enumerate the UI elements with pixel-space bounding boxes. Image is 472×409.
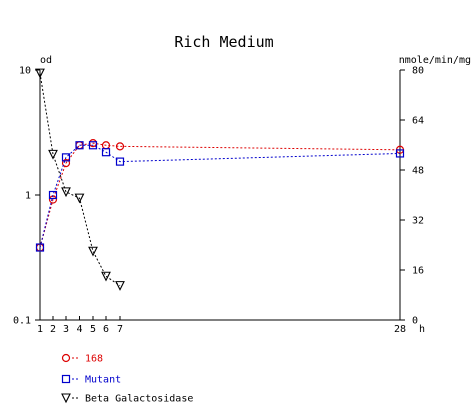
x-tick-label: 1 bbox=[37, 324, 43, 335]
data-point bbox=[61, 153, 71, 162]
series-line-2 bbox=[39, 73, 121, 287]
right-tick-label: 48 bbox=[412, 166, 424, 177]
data-point bbox=[48, 149, 58, 160]
data-point bbox=[61, 187, 71, 198]
series-line-1 bbox=[39, 144, 401, 248]
data-point bbox=[35, 68, 45, 79]
data-point bbox=[395, 149, 405, 158]
right-axis-label: nmole/min/mg bbox=[399, 55, 471, 66]
data-point bbox=[75, 141, 84, 150]
x-tick-label: 3 bbox=[63, 324, 69, 335]
x-tick-label: 4 bbox=[76, 324, 82, 335]
data-point bbox=[88, 246, 98, 257]
data-point bbox=[88, 141, 98, 150]
legend-marker bbox=[61, 374, 71, 384]
legend-marker bbox=[61, 353, 71, 363]
left-tick-label: 0.1 bbox=[13, 316, 31, 327]
right-tick-label: 64 bbox=[412, 116, 424, 127]
right-tick-label: 32 bbox=[412, 216, 424, 227]
left-tick-label: 1 bbox=[25, 191, 31, 202]
legend-label: Mutant bbox=[85, 375, 121, 386]
legend-label: 168 bbox=[85, 354, 103, 365]
x-tick-label: 5 bbox=[90, 324, 96, 335]
right-tick-label: 80 bbox=[412, 66, 424, 77]
x-tick-label: 7 bbox=[117, 324, 123, 335]
left-axis-label: od bbox=[40, 55, 52, 66]
x-tick-label: 2 bbox=[50, 324, 56, 335]
x-axis-label: h bbox=[419, 324, 425, 335]
right-tick-label: 0 bbox=[412, 316, 418, 327]
chart-title: Rich Medium bbox=[174, 33, 273, 51]
legend-marker bbox=[61, 393, 71, 404]
data-point bbox=[101, 148, 111, 157]
x-tick-label: 28 bbox=[394, 324, 406, 335]
data-point bbox=[101, 271, 111, 282]
data-point bbox=[115, 157, 125, 166]
x-tick-label: 6 bbox=[103, 324, 109, 335]
data-point bbox=[115, 281, 125, 291]
series-line-0 bbox=[39, 142, 401, 248]
data-point bbox=[61, 158, 71, 168]
data-point bbox=[115, 142, 125, 151]
data-point bbox=[35, 243, 45, 252]
data-point bbox=[48, 190, 58, 200]
left-tick-label: 10 bbox=[19, 66, 31, 77]
legend-label: Beta Galactosidase bbox=[85, 394, 193, 405]
data-point bbox=[74, 193, 85, 204]
right-tick-label: 16 bbox=[412, 266, 424, 277]
